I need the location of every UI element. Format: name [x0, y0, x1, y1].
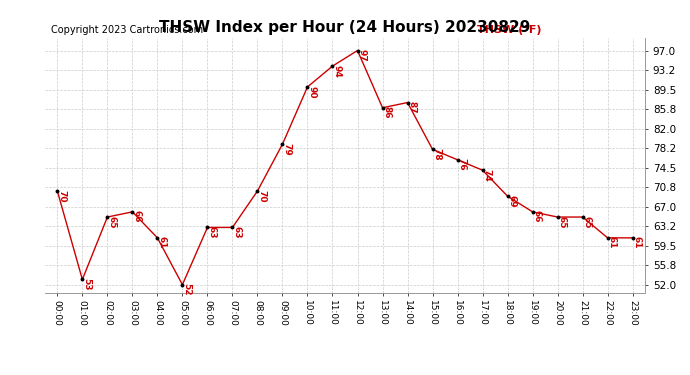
Text: 87: 87	[407, 101, 416, 114]
Point	[252, 188, 263, 194]
Point	[352, 48, 363, 54]
Point	[552, 214, 563, 220]
Text: 86: 86	[382, 106, 391, 119]
Title: THSW Index per Hour (24 Hours) 20230829: THSW Index per Hour (24 Hours) 20230829	[159, 20, 531, 35]
Point	[77, 276, 88, 282]
Text: 94: 94	[332, 65, 341, 78]
Point	[527, 209, 538, 215]
Text: 66: 66	[132, 210, 141, 223]
Text: 52: 52	[182, 283, 191, 296]
Point	[602, 235, 613, 241]
Text: 61: 61	[157, 237, 166, 249]
Point	[152, 235, 163, 241]
Text: 78: 78	[432, 148, 441, 160]
Point	[327, 63, 338, 69]
Point	[52, 188, 63, 194]
Point	[577, 214, 588, 220]
Text: THSW (°F): THSW (°F)	[477, 25, 542, 35]
Text: 63: 63	[232, 226, 241, 238]
Text: Copyright 2023 Cartronics.com: Copyright 2023 Cartronics.com	[51, 25, 203, 35]
Point	[177, 282, 188, 288]
Text: 74: 74	[482, 169, 491, 182]
Point	[627, 235, 638, 241]
Text: 66: 66	[532, 210, 541, 223]
Point	[427, 146, 438, 152]
Point	[202, 225, 213, 231]
Text: 65: 65	[558, 216, 566, 228]
Text: 90: 90	[307, 86, 316, 98]
Text: 65: 65	[582, 216, 591, 228]
Text: 53: 53	[82, 278, 91, 291]
Point	[502, 193, 513, 199]
Text: 97: 97	[357, 49, 366, 62]
Text: 70: 70	[57, 190, 66, 202]
Point	[377, 105, 388, 111]
Text: 61: 61	[632, 237, 641, 249]
Point	[277, 141, 288, 147]
Text: 63: 63	[207, 226, 216, 238]
Text: 79: 79	[282, 143, 291, 156]
Text: 76: 76	[457, 158, 466, 171]
Point	[302, 84, 313, 90]
Point	[127, 209, 138, 215]
Point	[227, 225, 238, 231]
Point	[452, 157, 463, 163]
Point	[402, 99, 413, 105]
Text: 70: 70	[257, 190, 266, 202]
Text: 61: 61	[607, 237, 616, 249]
Text: 65: 65	[107, 216, 116, 228]
Point	[102, 214, 113, 220]
Point	[477, 167, 488, 173]
Text: 69: 69	[507, 195, 516, 207]
